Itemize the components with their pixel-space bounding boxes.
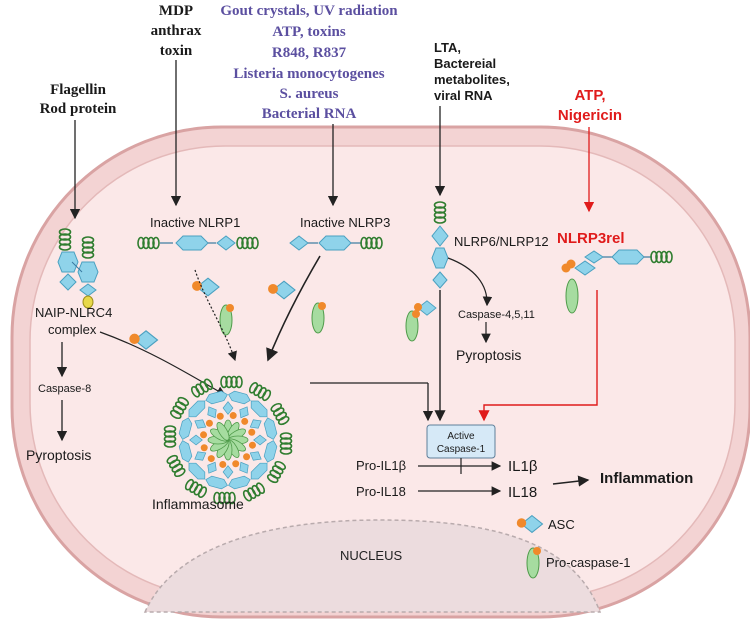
arrow-nlrp3rel-to-active-caspase (478, 290, 598, 422)
stimulus-nlrp3-triggers: Gout crystals, UV radiation ATP, toxins … (220, 3, 398, 122)
stimulus-lta-line: viral RNA (434, 88, 493, 103)
inflammasome-card (200, 444, 208, 452)
inflammasome-card (248, 441, 256, 449)
pyroptosis-left-label: Pyroptosis (26, 447, 91, 463)
naip-nlrc4-complex-glyph (57, 228, 99, 309)
stimulus-atp-nigericin: ATP, Nigericin (558, 87, 622, 124)
arrow-to-inflammation (552, 475, 590, 487)
inactive-nlrp1-label: Inactive NLRP1 (150, 215, 240, 230)
stimulus-nlrp3-line: R848, R837 (272, 45, 347, 61)
inflammasome-caspase-petal (216, 422, 230, 441)
nucleus (143, 519, 602, 613)
stimulus-nlrp3-line: Listeria monocytogenes (233, 66, 384, 82)
inflammation-label: Inflammation (600, 470, 693, 487)
inflammasome-card (232, 460, 240, 468)
arrow-naip-to-inflammasome (99, 331, 227, 396)
legend-procaspase-label: Pro-caspase-1 (546, 555, 631, 570)
inflammasome-card (205, 419, 213, 427)
pro-il1b-label: Pro-IL1β (356, 458, 406, 473)
inactive-nlrp1-glyph (137, 235, 259, 251)
stimulus-mdp-line: anthrax (151, 23, 202, 39)
stimulus-nlrp3-line: ATP, toxins (272, 24, 346, 40)
inactive-nlrp3-glyph (289, 235, 383, 251)
nlrp6-nlrp12-label: NLRP6/NLRP12 (454, 234, 549, 249)
pro-il18-label: Pro-IL18 (356, 484, 406, 499)
stimulus-lta-line: LTA, (434, 40, 461, 55)
stimulus-nlrp3-line: Gout crystals, UV radiation (220, 3, 398, 19)
inflammasome-card (207, 455, 215, 463)
inflammasome-card (241, 417, 249, 425)
stimulus-nlrp3-line: S. aureus (280, 86, 339, 102)
naip-label-1: NAIP-NLRC4 (35, 305, 112, 320)
arrow-nlrp3-to-inflammasome (266, 255, 321, 362)
legend-asc-label: ASC (548, 517, 575, 532)
caspase4511-label: Caspase-4,5,11 (458, 309, 535, 321)
caspase8-label: Caspase-8 (38, 383, 91, 395)
stimulus-atp-line: ATP, (574, 87, 605, 104)
inactive-nlrp3-label: Inactive NLRP3 (300, 215, 390, 230)
il18-label: IL18 (508, 484, 537, 501)
stimulus-mdp: MDP anthrax toxin (151, 3, 202, 59)
nlrp3rel-label: NLRP3rel (557, 230, 625, 247)
inflammasome-label: Inflammasome (152, 496, 244, 512)
inflammasome-card (243, 453, 251, 461)
naip-label-2: complex (48, 322, 97, 337)
il1b-label: IL1β (508, 458, 538, 475)
inflammasome-card (248, 428, 256, 436)
inflammasome-card (229, 412, 237, 420)
stimulus-flagellin-line: Rod protein (40, 101, 117, 117)
stimulus-mdp-line: toxin (160, 43, 193, 59)
arrow-nlrp1-to-inflammasome (194, 269, 237, 362)
stimulus-flagellin: Flagellin Rod protein (40, 82, 117, 117)
stimulus-flagellin-line: Flagellin (50, 82, 106, 98)
stimulus-lta-line: Bactereial (434, 56, 496, 71)
arrow-nlrp6-to-caspase4511 (447, 257, 493, 307)
stimulus-lta: LTA, Bactereial metabolites, viral RNA (434, 40, 510, 103)
nlrp6-nlrp12-glyph (431, 201, 449, 289)
stimulus-mdp-line: MDP (159, 3, 193, 19)
active-caspase-label-1: Active (447, 431, 475, 442)
pyroptosis-right-label: Pyroptosis (456, 347, 521, 363)
stimulus-atp-line: Nigericin (558, 107, 622, 124)
inflammasome-card (219, 460, 227, 468)
stimulus-lta-line: metabolites, (434, 72, 510, 87)
active-caspase-label-2: Caspase-1 (437, 444, 486, 455)
inflammasome-complex (163, 375, 293, 505)
nucleus-label: NUCLEUS (340, 548, 402, 563)
stimulus-nlrp3-line: Bacterial RNA (262, 106, 357, 122)
inflammasome-card (200, 431, 208, 439)
nlrp3rel-glyph (561, 249, 673, 314)
inflammasome-card (216, 412, 224, 420)
